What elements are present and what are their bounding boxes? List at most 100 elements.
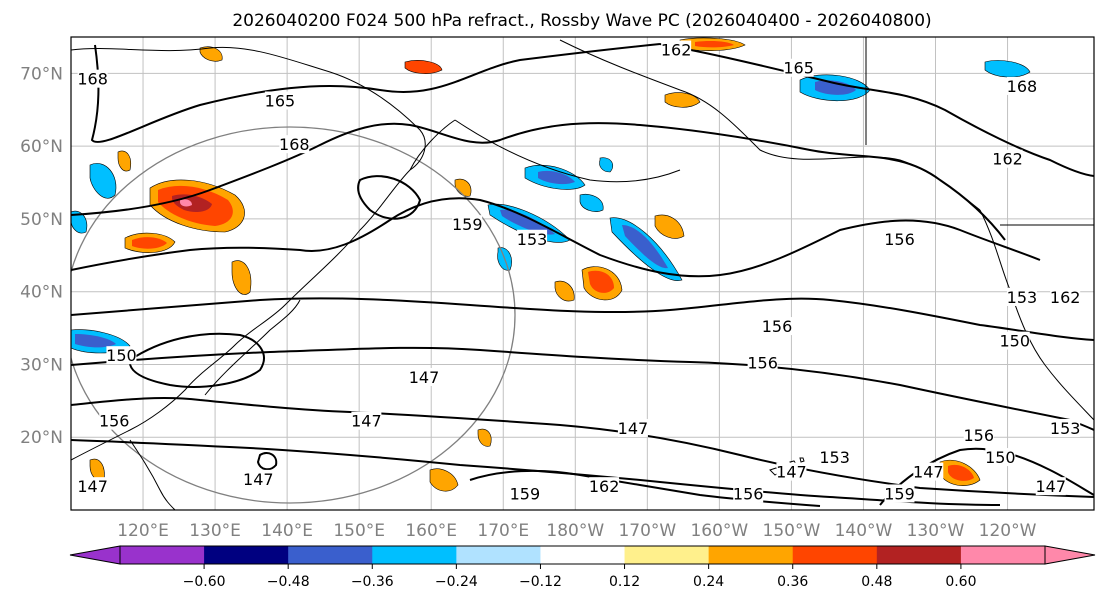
contour-label-bg — [1035, 477, 1066, 496]
contour-label: 147 — [409, 368, 440, 387]
red-anomaly-5 — [664, 92, 701, 108]
red-anomaly-7 — [117, 150, 131, 172]
pink-anomaly-1 — [180, 199, 192, 207]
contour-line — [71, 396, 1094, 498]
contour-label: 147 — [913, 463, 944, 482]
contour-label-bg — [776, 462, 807, 481]
blue-anomaly-11 — [599, 157, 613, 173]
lon-tick-label: 160°W — [690, 521, 748, 541]
asia-coast — [71, 46, 426, 461]
colorbar-swatch — [456, 546, 541, 564]
colorbar-swatch — [372, 546, 457, 564]
refractivity-contours — [71, 43, 1094, 507]
contour-label-bg — [279, 135, 310, 154]
contour-label: 150 — [985, 448, 1016, 467]
red-anomaly-3-core — [588, 270, 614, 293]
colorbar-tick-label: −0.12 — [519, 574, 562, 590]
contour-label-bg — [351, 411, 382, 430]
contour-label: 153 — [1050, 419, 1081, 438]
red-anomaly-9 — [654, 214, 685, 239]
contour-label: 162 — [992, 150, 1023, 169]
contour-label: 168 — [77, 70, 108, 89]
contour-label-bg — [517, 229, 548, 248]
lon-tick-label: 120°E — [117, 521, 169, 541]
lat-tick-label: 50°N — [20, 210, 63, 230]
contour-label: 147 — [351, 412, 382, 431]
colorbar-tick-label: 0.48 — [861, 574, 892, 590]
contour-label-bg — [452, 215, 483, 234]
contour-label-bg — [747, 353, 778, 372]
colorbar-swatch — [708, 546, 794, 564]
colorbar-tick-label: 0.24 — [693, 574, 724, 590]
map-panel: 162 165 165 168 168 168 162 159 153 156 153 162 156 1… — [20, 36, 1095, 541]
contour-label: 159 — [510, 484, 541, 503]
contour-line — [90, 43, 661, 143]
contour-label: 168 — [279, 135, 310, 154]
contour-label-bg — [884, 229, 915, 248]
contour-label-bg — [77, 69, 108, 88]
contour-label-bg — [77, 477, 108, 496]
map-frame — [70, 36, 1095, 511]
colorbar-swatch — [792, 546, 878, 564]
contour-label: 156 — [884, 230, 915, 249]
contour-label: 147 — [618, 419, 649, 438]
contour-label-bg — [1050, 287, 1081, 306]
contour-label-bg — [1006, 76, 1037, 95]
contour-label-bg — [1050, 418, 1081, 437]
contour-label: 159 — [884, 484, 915, 503]
contour-label: 153 — [517, 230, 548, 249]
contour-label-bg — [884, 484, 915, 503]
colorbar-tick-label: 0.60 — [945, 574, 976, 590]
contour-label-bg — [264, 91, 295, 110]
colorbar-swatch — [288, 546, 373, 564]
colorbar-tick-label: 0.36 — [777, 574, 808, 590]
contour-label: 147 — [77, 477, 108, 496]
latitude-ticks: 70°N 60°N 50°N 40°N 30°N 20°N — [20, 64, 63, 448]
lon-tick-label: 150°E — [333, 521, 385, 541]
philippines-coast — [129, 439, 176, 510]
colorbar-swatch — [876, 546, 962, 564]
contour-label: 162 — [589, 477, 620, 496]
lat-tick-label: 20°N — [20, 428, 63, 448]
contour-line — [71, 122, 1006, 241]
figure-title: 2026040200 F024 500 hPa refract., Rossby… — [232, 11, 931, 31]
contour-label: 153 — [819, 448, 850, 467]
contour-label: 150 — [999, 332, 1030, 351]
contour-label-bg — [509, 484, 540, 503]
contour-label: 168 — [1007, 77, 1038, 96]
contour-label-bg — [409, 368, 440, 387]
lon-tick-label: 130°E — [189, 521, 241, 541]
red-anomaly-11-core — [948, 464, 974, 481]
graticule — [71, 37, 1094, 510]
red-anomaly-2-core — [132, 237, 167, 249]
colorbar-swatch — [540, 546, 626, 564]
shading-negative — [71, 60, 1031, 354]
lon-tick-label: 130°W — [907, 521, 965, 541]
colorbar: −0.60 −0.48 −0.36 −0.24 −0.12 0.12 0.24 0.36 0.4… — [69, 545, 1096, 590]
longitude-ticks: 120°E 130°E 140°E 150°E 160°E 170°E 180°W 170°W… — [117, 521, 1036, 541]
canada-border — [865, 37, 1094, 226]
contour-label: 156 — [99, 412, 130, 431]
contour-label-bg — [992, 149, 1023, 168]
contour-line — [71, 346, 1094, 431]
contour-label: 156 — [762, 317, 793, 336]
blue-anomaly-4-core — [815, 80, 856, 95]
blue-anomaly-10 — [579, 193, 604, 212]
lat-tick-label: 40°N — [20, 283, 63, 303]
blue-anomaly-2-core — [500, 209, 555, 235]
lat-tick-label: 60°N — [20, 137, 63, 157]
contour-label: 162 — [661, 41, 692, 60]
colorbar-tick-label: −0.48 — [267, 574, 310, 590]
contour-line — [71, 297, 1094, 341]
contour-label: 153 — [1007, 288, 1038, 307]
contour-label-bg — [762, 317, 793, 336]
contour-label: 159 — [452, 215, 483, 234]
red-anomaly-8 — [231, 260, 252, 295]
colorbar-swatch — [624, 546, 710, 564]
contour-line — [256, 452, 278, 471]
contour-label-bg — [99, 411, 130, 430]
contour-labels: 162 165 165 168 168 168 162 159 153 156 153 162 156 1… — [77, 40, 1081, 503]
contour-label-bg — [783, 58, 814, 77]
contour-label-bg — [819, 448, 850, 467]
